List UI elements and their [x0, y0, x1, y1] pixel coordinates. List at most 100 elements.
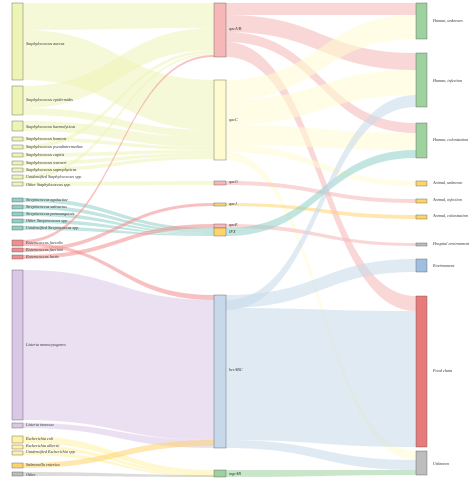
target-node [415, 450, 428, 476]
source-node [11, 211, 24, 217]
flow-band [226, 150, 416, 236]
flow-band [226, 259, 416, 308]
source-node [11, 471, 24, 477]
source-label: Salmonella enterica [26, 462, 60, 467]
source-label: Staphylococcus saprophyticus [26, 167, 77, 172]
source-label: Enterococcus lactis [25, 254, 59, 259]
flow-band [226, 95, 416, 310]
target-label: Animal, colonization [432, 213, 468, 219]
target-label: Human, infection [432, 78, 462, 84]
gene-label: qacJ [229, 201, 238, 206]
gene-node [213, 223, 227, 229]
source-node [11, 2, 24, 81]
flow-band [23, 198, 214, 231]
source-label: Enterococcus faecalis [25, 240, 63, 245]
source-node [11, 181, 24, 187]
gene-node [213, 79, 227, 161]
source-label: Staphylococcus warneri [26, 160, 67, 165]
gene-node [213, 469, 227, 478]
gene-labels: qacA/B qacC qacG qacJ qacE IFX bcrABC mg… [228, 26, 243, 476]
target-label: Unknown [433, 461, 449, 466]
source-label: Staphylococcus epidermidis [26, 97, 73, 102]
source-label: Listeria monocytogenes [25, 342, 66, 347]
source-label: Unidentified Escherichia spp. [26, 449, 76, 454]
source-node [11, 152, 24, 158]
gene-label: qacG [229, 179, 238, 184]
flow-band [23, 270, 214, 440]
source-node [11, 435, 24, 444]
flow-band [226, 152, 416, 460]
target-node [415, 180, 428, 187]
source-label: Unidentified Staphylococcus spp. [26, 174, 82, 179]
flow-band [23, 50, 214, 149]
flow-band [23, 137, 214, 150]
flow-band [23, 55, 214, 243]
flow-band [226, 70, 416, 125]
source-node [11, 239, 24, 247]
source-label: Staphylococcus haemolyticus [26, 124, 76, 129]
source-label: Staphylococcus capitis [26, 152, 65, 157]
flow-band [226, 32, 416, 133]
source-label: Streptococcus agalactiae [26, 197, 68, 202]
target-node [415, 214, 428, 220]
flow-band [23, 472, 214, 477]
target-node [415, 295, 428, 448]
flow-band [23, 440, 214, 468]
source-node [11, 144, 24, 150]
flow-band [23, 226, 214, 236]
flow-band [23, 224, 214, 259]
source-label: Streptococcus parasanguinis [26, 211, 75, 216]
source-node [11, 204, 24, 210]
target-node [415, 2, 428, 40]
flow-band [226, 308, 416, 447]
flow-band [226, 15, 416, 70]
source-node [11, 422, 24, 429]
flow-band [226, 15, 416, 100]
gene-label: IFX [228, 229, 236, 234]
flow-band [226, 440, 416, 470]
gene-label: qacA/B [229, 26, 242, 31]
flow-band [23, 243, 214, 300]
target-labels: Human, unknown Human, infection Human, c… [432, 18, 470, 466]
target-node [415, 198, 428, 204]
source-label: Staphylococcus hominis [26, 136, 67, 141]
source-node [11, 218, 24, 224]
target-node [415, 122, 428, 159]
target-node [415, 258, 428, 273]
flow-band [226, 3, 416, 15]
source-node [11, 247, 24, 253]
source-label: Staphylococcus aureus [26, 41, 65, 46]
gene-node [213, 227, 227, 237]
gene-label: bcrABC [229, 367, 243, 372]
gene-label: qacC [229, 117, 238, 122]
source-label: Staphylococcus pseudintermedius [26, 144, 83, 149]
source-label: Enterococcus faecium [25, 247, 63, 252]
flow-band [226, 145, 416, 186]
flow-band [23, 423, 214, 448]
gene-node [213, 202, 227, 207]
flow-band [23, 205, 214, 233]
flow-band [226, 125, 416, 150]
flow-band [23, 156, 214, 172]
flow-band [23, 108, 214, 137]
gene-label: mgrAB [229, 471, 241, 476]
flow-band [226, 203, 416, 219]
source-labels: Staphylococcus aureus Staphylococcus epi… [25, 41, 83, 477]
flow-band [23, 212, 214, 234]
source-node [11, 167, 24, 173]
gene-node [213, 2, 227, 58]
node-bars [11, 2, 428, 478]
source-node [11, 136, 24, 142]
source-node [11, 269, 24, 421]
source-label: Unidentified Streptococcus spp. [26, 225, 79, 230]
flow-band [226, 224, 416, 246]
source-label: Other Streptococcus spp. [26, 218, 68, 223]
flow-band [23, 451, 214, 477]
source-node [11, 254, 24, 260]
gene-node [213, 294, 227, 449]
source-label: Listeria innocua [25, 422, 54, 427]
target-label: Human, colonization [432, 137, 468, 143]
flow-band [23, 153, 214, 165]
source-node [11, 160, 24, 166]
